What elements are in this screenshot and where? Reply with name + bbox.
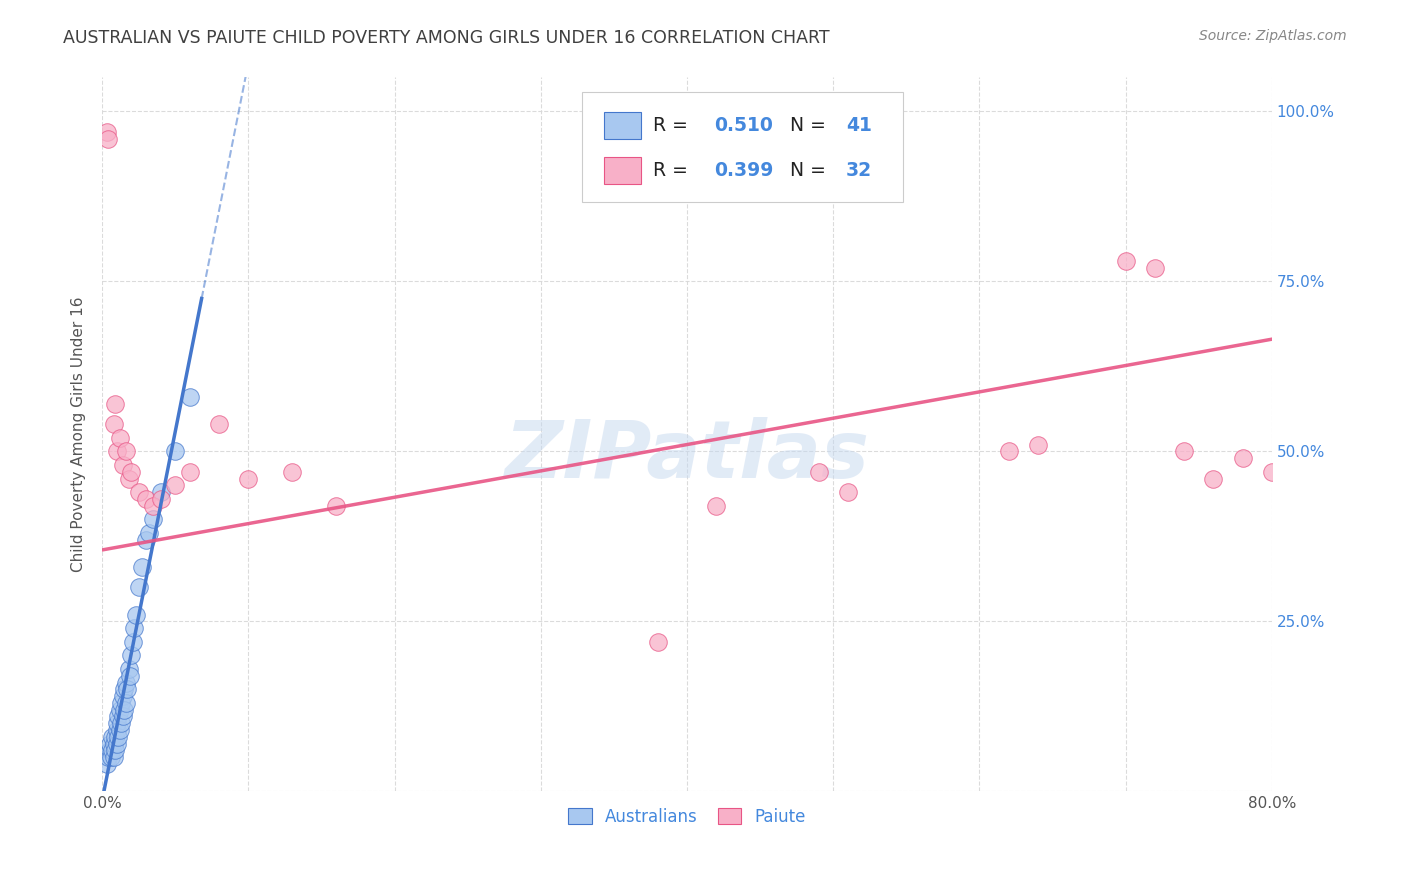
Point	[165, 444, 187, 458]
Point	[165, 478, 187, 492]
Point	[100, 750, 122, 764]
Text: 32: 32	[846, 161, 872, 180]
Point	[108, 723, 131, 737]
Point	[837, 485, 859, 500]
Point	[125, 607, 148, 622]
Text: R =: R =	[654, 161, 695, 180]
Y-axis label: Child Poverty Among Girls Under 16: Child Poverty Among Girls Under 16	[72, 297, 86, 572]
Point	[97, 131, 120, 145]
Point	[128, 485, 150, 500]
Legend: Australians, Paiute: Australians, Paiute	[560, 799, 814, 834]
Point	[135, 533, 157, 547]
Point	[325, 499, 347, 513]
Point	[104, 743, 127, 757]
Point	[997, 444, 1019, 458]
Point	[807, 465, 830, 479]
Point	[135, 491, 157, 506]
Point	[103, 750, 125, 764]
Text: 0.510: 0.510	[714, 116, 773, 135]
Point	[704, 499, 727, 513]
Point	[117, 662, 139, 676]
Point	[112, 703, 135, 717]
Point	[96, 125, 118, 139]
Point	[98, 743, 121, 757]
Point	[110, 716, 132, 731]
Point	[108, 703, 131, 717]
Point	[114, 444, 136, 458]
Point	[128, 580, 150, 594]
Text: AUSTRALIAN VS PAIUTE CHILD POVERTY AMONG GIRLS UNDER 16 CORRELATION CHART: AUSTRALIAN VS PAIUTE CHILD POVERTY AMONG…	[63, 29, 830, 46]
Point	[1143, 260, 1166, 275]
Point	[107, 730, 129, 744]
Point	[122, 634, 145, 648]
Point	[101, 743, 124, 757]
Point	[120, 465, 142, 479]
Text: N =: N =	[790, 116, 832, 135]
Point	[114, 675, 136, 690]
Point	[108, 431, 131, 445]
Point	[149, 491, 172, 506]
Point	[105, 716, 128, 731]
Bar	[605, 112, 641, 139]
Point	[111, 689, 134, 703]
Point	[111, 458, 134, 472]
Point	[107, 709, 129, 723]
Point	[111, 709, 134, 723]
Point	[142, 499, 165, 513]
Point	[115, 682, 138, 697]
Point	[208, 417, 231, 432]
Point	[98, 737, 121, 751]
Point	[104, 730, 127, 744]
Text: 0.399: 0.399	[714, 161, 773, 180]
Point	[281, 465, 304, 479]
Point	[105, 444, 128, 458]
FancyBboxPatch shape	[582, 92, 904, 202]
Text: R =: R =	[654, 116, 695, 135]
Point	[103, 737, 125, 751]
Text: N =: N =	[790, 161, 832, 180]
Point	[1026, 437, 1049, 451]
Point	[238, 471, 260, 485]
Point	[105, 737, 128, 751]
Point	[124, 621, 146, 635]
Point	[96, 757, 118, 772]
Point	[112, 682, 135, 697]
Point	[179, 465, 201, 479]
Point	[120, 648, 142, 663]
Point	[149, 485, 172, 500]
Text: 41: 41	[846, 116, 872, 135]
Point	[138, 525, 160, 540]
Point	[647, 634, 669, 648]
Point	[105, 723, 128, 737]
Text: Source: ZipAtlas.com: Source: ZipAtlas.com	[1199, 29, 1347, 43]
Point	[101, 730, 124, 744]
Point	[1115, 254, 1137, 268]
Point	[118, 669, 141, 683]
Point	[97, 750, 120, 764]
Point	[114, 696, 136, 710]
Point	[104, 397, 127, 411]
Point	[1202, 471, 1225, 485]
Point	[1232, 451, 1254, 466]
Point	[131, 560, 153, 574]
Point	[110, 696, 132, 710]
Text: ZIPatlas: ZIPatlas	[505, 417, 869, 495]
Point	[117, 471, 139, 485]
Point	[142, 512, 165, 526]
Point	[179, 390, 201, 404]
Bar	[605, 157, 641, 184]
Point	[1261, 465, 1284, 479]
Point	[1173, 444, 1195, 458]
Point	[103, 417, 125, 432]
